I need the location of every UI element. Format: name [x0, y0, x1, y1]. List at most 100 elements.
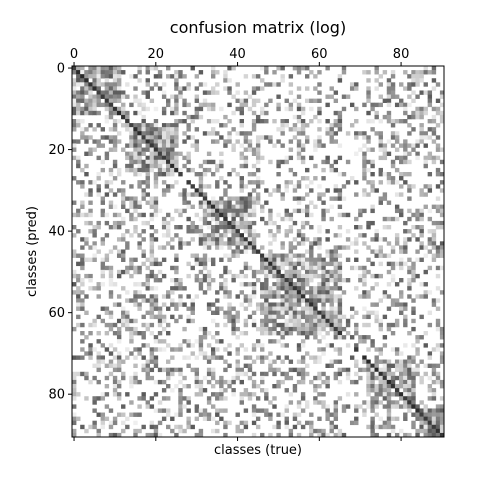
heatmap-cell	[243, 208, 249, 214]
heatmap-cell	[362, 151, 367, 156]
heatmap-cell	[108, 432, 114, 438]
heatmap-cell	[100, 241, 106, 246]
heatmap-cell	[80, 290, 85, 295]
heatmap-cell	[116, 66, 122, 71]
heatmap-cell	[399, 143, 404, 148]
heatmap-cell	[88, 94, 93, 99]
heatmap-cell	[431, 408, 437, 413]
heatmap-cell	[80, 347, 85, 352]
heatmap-cell	[296, 139, 302, 144]
heatmap-cell	[76, 90, 81, 95]
heatmap-cell	[247, 139, 253, 144]
heatmap-cell	[129, 261, 134, 267]
heatmap-cell	[419, 78, 424, 83]
heatmap-cell	[325, 119, 330, 124]
heatmap-cell	[305, 167, 310, 173]
heatmap-cell	[431, 114, 437, 120]
heatmap-cell	[313, 286, 318, 291]
heatmap-cell	[374, 388, 379, 393]
heatmap-cell	[423, 82, 428, 87]
heatmap-cell	[423, 143, 428, 148]
heatmap-cell	[174, 225, 179, 230]
heatmap-cell	[76, 294, 81, 299]
heatmap-cell	[178, 237, 183, 242]
heatmap-cell	[415, 367, 420, 373]
heatmap-cell	[260, 119, 265, 124]
heatmap-cell	[439, 245, 445, 250]
heatmap-cell	[255, 343, 261, 348]
heatmap-cell	[108, 282, 114, 287]
heatmap-cell	[96, 355, 101, 360]
heatmap-cell	[210, 66, 216, 71]
heatmap-cell	[439, 355, 445, 360]
heatmap-cell	[415, 363, 420, 368]
heatmap-cell	[313, 294, 318, 299]
heatmap-cell	[366, 379, 371, 385]
heatmap-cell	[411, 392, 416, 397]
heatmap-cell	[84, 139, 89, 144]
heatmap-cell	[305, 269, 310, 275]
heatmap-cell	[92, 229, 97, 234]
heatmap-cell	[141, 114, 146, 120]
heatmap-cell	[108, 188, 114, 193]
heatmap-cell	[166, 241, 171, 246]
heatmap-cell	[145, 432, 150, 438]
heatmap-cell	[190, 229, 195, 234]
heatmap-cell	[219, 237, 224, 242]
heatmap-cell	[174, 265, 179, 271]
heatmap-cell	[251, 163, 257, 169]
heatmap-cell	[76, 119, 81, 124]
heatmap-cell	[104, 265, 110, 271]
heatmap-cell	[112, 388, 118, 393]
heatmap-cell	[198, 408, 204, 413]
heatmap-cell	[394, 241, 400, 246]
heatmap-cell	[116, 82, 122, 87]
heatmap-cell	[149, 196, 155, 201]
heatmap-cell	[210, 216, 216, 222]
heatmap-cell	[419, 233, 424, 238]
heatmap-cell	[178, 298, 183, 303]
heatmap-cell	[235, 196, 240, 201]
heatmap-cell	[313, 163, 318, 169]
heatmap-cell	[166, 306, 171, 311]
heatmap-cell	[276, 188, 281, 193]
heatmap-cell	[362, 163, 367, 169]
heatmap-cell	[92, 180, 97, 185]
y-tick-label: 0	[57, 62, 65, 77]
heatmap-cell	[206, 269, 212, 275]
heatmap-cell	[76, 74, 81, 79]
heatmap-cell	[411, 359, 416, 364]
heatmap-cell	[255, 139, 261, 144]
heatmap-cell	[112, 392, 118, 397]
heatmap-cell	[407, 371, 412, 377]
heatmap-cell	[268, 310, 273, 315]
heatmap-cell	[288, 375, 294, 381]
heatmap-cell	[190, 66, 195, 71]
heatmap-cell	[264, 298, 269, 303]
heatmap-cell	[157, 167, 163, 173]
heatmap-cell	[337, 269, 343, 275]
heatmap-cell	[435, 167, 441, 173]
heatmap-cell	[439, 220, 445, 226]
heatmap-cell	[419, 70, 424, 75]
heatmap-cell	[243, 408, 249, 413]
heatmap-cell	[427, 119, 433, 124]
heatmap-cell	[260, 208, 265, 214]
heatmap-cell	[411, 74, 416, 79]
heatmap-cell	[112, 384, 118, 389]
heatmap-cell	[333, 273, 339, 279]
heatmap-cell	[374, 249, 379, 254]
heatmap-cell	[96, 351, 101, 356]
heatmap-cell	[194, 98, 200, 103]
heatmap-cell	[280, 331, 285, 336]
heatmap-cell	[370, 302, 375, 307]
heatmap-cell	[92, 102, 97, 108]
heatmap-cell	[276, 420, 281, 426]
heatmap-cell	[84, 86, 89, 91]
heatmap-cell	[411, 404, 416, 409]
heatmap-cell	[435, 322, 441, 328]
heatmap-cell	[223, 241, 228, 246]
heatmap-cell	[255, 167, 261, 173]
heatmap-cell	[358, 273, 363, 279]
heatmap-cell	[116, 359, 122, 364]
